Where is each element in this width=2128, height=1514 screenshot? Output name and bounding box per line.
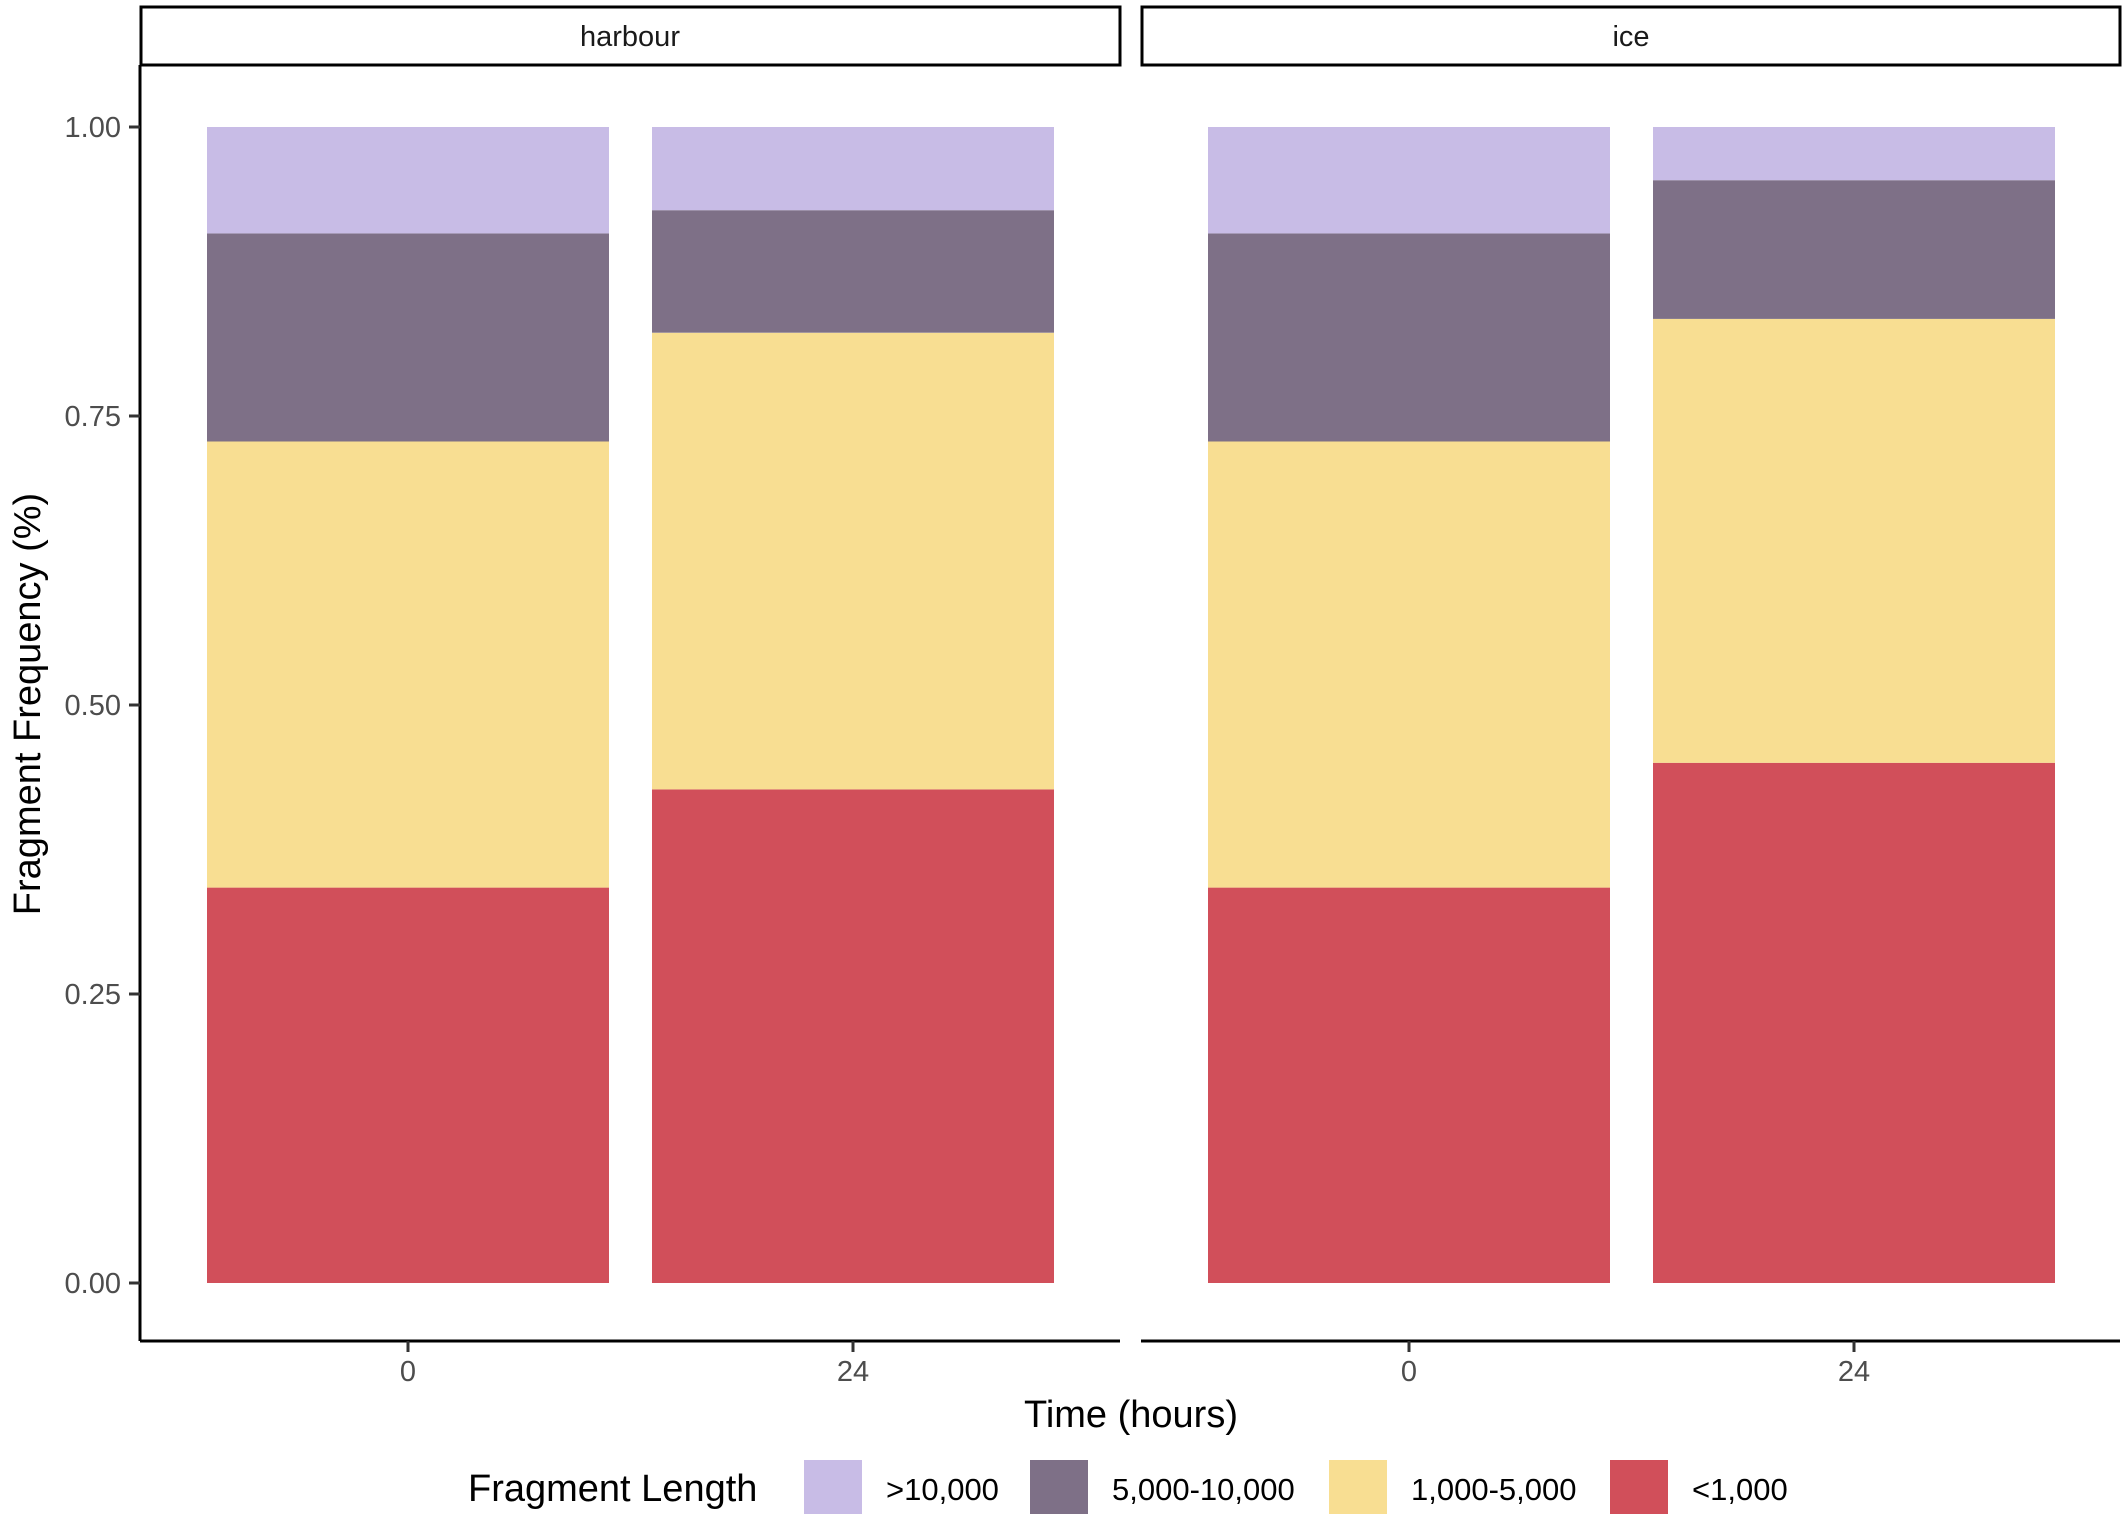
y-tick-label: 0.50 [65,690,121,722]
bar-segment-ice-0-3 [1208,233,1610,442]
legend-label: <1,000 [1692,1472,1788,1507]
y-tick-label: 1.00 [65,112,121,144]
x-tick-label: 24 [1838,1356,1870,1388]
legend-key [1030,1460,1088,1514]
bar-segment-ice-24-3 [1653,180,2055,319]
legend-items: >10,000 5,000-10,000 1,000-5,000 <1,000 [804,1460,1788,1514]
axes [138,65,2120,1343]
legend-key [1329,1460,1387,1514]
legend-label: 5,000-10,000 [1112,1472,1295,1507]
legend-title: Fragment Length [468,1468,757,1510]
bar-segment-ice-24-2 [1653,318,2055,763]
facet-strip-harbour: harbour [139,5,1122,67]
y-axis-title: Fragment Frequency (%) [7,493,49,915]
bar-segment-ice-24-1 [1653,762,2055,1283]
y-tick-label: 0.25 [65,979,121,1011]
x-ticks: 0 24 0 24 [400,1341,1870,1388]
bar-segment-harbour-24-1 [652,789,1054,1283]
y-tick-label: 0.00 [65,1268,121,1300]
legend-label: >10,000 [886,1472,999,1507]
bar-segment-harbour-24-4 [652,127,1054,211]
legend-label: 1,000-5,000 [1411,1472,1576,1507]
y-tick-label: 0.75 [65,401,121,433]
y-ticks: 0.00 0.25 0.50 0.75 1.00 [65,112,140,1300]
bar-segment-harbour-0-2 [207,441,609,888]
bar-segment-harbour-0-3 [207,233,609,442]
x-axis-title: Time (hours) [1024,1394,1238,1436]
x-tick-label: 0 [1401,1356,1417,1388]
x-tick-label: 0 [400,1356,416,1388]
bar-segment-ice-24-4 [1653,127,2055,181]
facet-label-ice: ice [1612,21,1649,53]
bar-segment-harbour-24-3 [652,210,1054,333]
facet-label-harbour: harbour [580,21,680,53]
bar-segment-harbour-24-2 [652,332,1054,790]
legend-key [1610,1460,1668,1514]
bar-segment-ice-0-4 [1208,127,1610,234]
legend-key [804,1460,862,1514]
bar-segment-harbour-0-1 [207,887,609,1283]
bars-layer [207,127,2055,1283]
facet-strip-ice: ice [1140,5,2122,67]
bar-segment-ice-0-1 [1208,887,1610,1283]
bar-segment-harbour-0-4 [207,127,609,234]
bar-segment-ice-0-2 [1208,441,1610,888]
legend: Fragment Length >10,000 5,000-10,000 1,000… [468,1460,1788,1514]
x-tick-label: 24 [837,1356,869,1388]
